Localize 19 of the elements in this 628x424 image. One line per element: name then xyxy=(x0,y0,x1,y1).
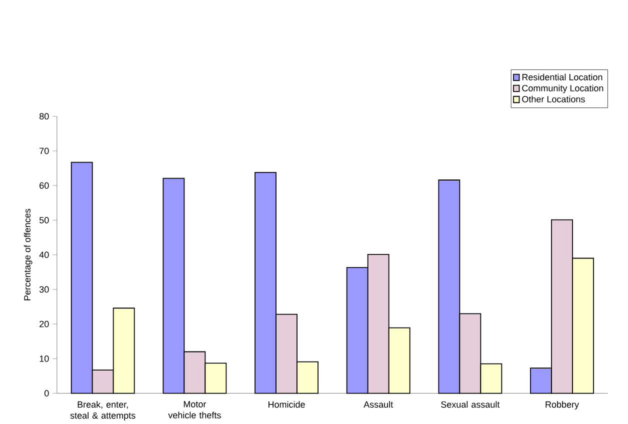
x-tick-label: Sexual assault xyxy=(441,401,500,408)
y-tick-label: 50 xyxy=(39,217,49,224)
y-tick-label: 10 xyxy=(40,356,49,362)
legend-label: Other Locations xyxy=(522,96,585,102)
y-axis-title: Percentage of offences xyxy=(24,209,32,300)
y-tick-label: 0 xyxy=(44,390,49,397)
legend-label: Residential Location xyxy=(522,74,602,80)
x-tick-label: Robbery xyxy=(546,401,579,410)
y-tick-label: 70 xyxy=(40,148,49,154)
x-tick-label: Motor vehicle thefts xyxy=(168,401,221,418)
x-tick-label: Break, enter, steal & attempts xyxy=(70,401,136,421)
legend-label: Community Location xyxy=(522,84,604,94)
x-tick-label: Assault xyxy=(364,401,394,408)
y-tick-label: 80 xyxy=(40,113,49,120)
y-tick-label: 30 xyxy=(39,286,49,293)
y-tick-label: 20 xyxy=(40,320,49,328)
y-tick-label: 60 xyxy=(40,182,49,189)
y-tick-label: 40 xyxy=(39,252,49,258)
x-tick-label: Homicide xyxy=(268,401,305,408)
